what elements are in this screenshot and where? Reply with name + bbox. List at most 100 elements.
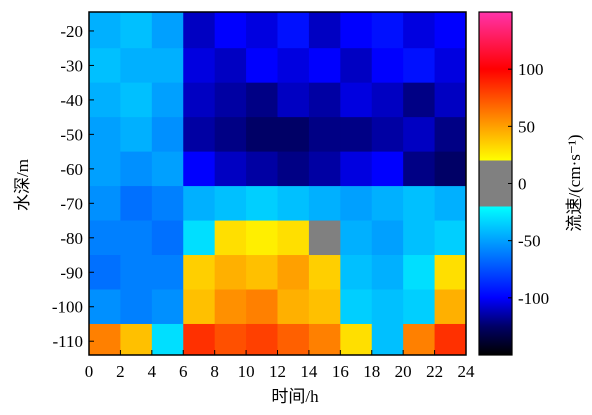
heat-cell — [152, 221, 184, 256]
heat-cell — [246, 324, 278, 356]
heat-cell — [120, 221, 152, 256]
heat-cell — [403, 48, 435, 83]
heat-cell — [278, 48, 310, 83]
heat-cell — [215, 48, 247, 83]
heat-cell — [120, 186, 152, 221]
heat-cell — [278, 255, 310, 290]
heat-cell — [340, 290, 372, 325]
y-tick-label: -20 — [60, 22, 83, 41]
x-tick-label: 10 — [238, 362, 255, 381]
heat-cell — [309, 12, 341, 49]
heat-cell — [215, 255, 247, 290]
heat-cell — [435, 255, 467, 290]
heat-cell — [246, 186, 278, 221]
heat-cell — [309, 186, 341, 221]
x-tick-label: 16 — [332, 362, 349, 381]
heat-cell — [152, 255, 184, 290]
heat-cell — [403, 221, 435, 256]
heat-cell — [120, 12, 152, 49]
heat-cell — [372, 186, 404, 221]
heat-cell — [340, 221, 372, 256]
y-tick-label: -40 — [60, 91, 83, 110]
heat-cell — [403, 255, 435, 290]
heat-cell — [246, 12, 278, 49]
colorbar-tick-label: 100 — [518, 60, 544, 79]
heat-cell — [403, 324, 435, 356]
heat-cell — [183, 48, 215, 83]
heat-cell — [372, 117, 404, 152]
heat-cell — [309, 83, 341, 118]
heat-cell — [215, 83, 247, 118]
heat-cell — [309, 290, 341, 325]
colorbar-tick-label: 0 — [518, 175, 527, 194]
heat-cell — [403, 152, 435, 187]
heat-cell — [309, 324, 341, 356]
heat-cell — [435, 186, 467, 221]
heat-cell — [152, 83, 184, 118]
heat-cell — [403, 290, 435, 325]
heat-cell — [435, 83, 467, 118]
heat-cell — [152, 152, 184, 187]
colorbar-tick-label: -100 — [518, 289, 549, 308]
y-tick-label: -90 — [60, 263, 83, 282]
colorbar-tick-label: -50 — [518, 232, 541, 251]
x-tick-label: 6 — [179, 362, 188, 381]
heat-cell — [215, 290, 247, 325]
heat-cell — [278, 290, 310, 325]
x-tick-label: 22 — [426, 362, 443, 381]
heat-cell — [246, 221, 278, 256]
x-tick-label: 20 — [395, 362, 412, 381]
heat-cell — [120, 83, 152, 118]
heat-cell — [278, 152, 310, 187]
heat-cell — [152, 48, 184, 83]
heat-cell — [278, 221, 310, 256]
heat-cell — [183, 324, 215, 356]
heat-cell — [435, 324, 467, 356]
heat-cell — [89, 324, 121, 356]
x-tick-label: 2 — [116, 362, 125, 381]
heat-cell — [120, 290, 152, 325]
heat-cell — [120, 152, 152, 187]
colorbar-tick-label: 50 — [518, 117, 535, 136]
heat-cell — [340, 12, 372, 49]
heat-cell — [120, 48, 152, 83]
x-tick-label: 12 — [269, 362, 286, 381]
heat-cell — [435, 290, 467, 325]
y-tick-label: -80 — [60, 229, 83, 248]
heat-cell — [120, 255, 152, 290]
heat-cell — [435, 152, 467, 187]
heat-cell — [215, 12, 247, 49]
heat-cell — [309, 255, 341, 290]
heat-cell — [309, 221, 341, 256]
heat-cell — [215, 117, 247, 152]
x-tick-label: 4 — [148, 362, 157, 381]
heat-cell — [215, 186, 247, 221]
heat-cell — [246, 255, 278, 290]
heat-cell — [372, 152, 404, 187]
heat-cell — [278, 324, 310, 356]
heat-cell — [152, 117, 184, 152]
heat-cell — [403, 12, 435, 49]
heat-cell — [215, 221, 247, 256]
heat-cell — [372, 83, 404, 118]
heat-cell — [278, 83, 310, 118]
heat-cell — [340, 324, 372, 356]
heat-cell — [246, 83, 278, 118]
x-axis-label: 时间/h — [271, 387, 319, 406]
heat-cell — [246, 117, 278, 152]
heat-cell — [183, 255, 215, 290]
heat-cell — [246, 48, 278, 83]
y-tick-label: -100 — [52, 298, 83, 317]
y-tick-label: -60 — [60, 160, 83, 179]
heat-cell — [309, 48, 341, 83]
heat-cell — [183, 221, 215, 256]
heat-cell — [340, 83, 372, 118]
heat-cell — [183, 186, 215, 221]
heat-cell — [215, 324, 247, 356]
heat-cell — [120, 324, 152, 356]
heat-cell — [372, 290, 404, 325]
heat-cell — [403, 186, 435, 221]
heat-cell — [152, 324, 184, 356]
heat-cell — [152, 290, 184, 325]
heat-cell — [183, 117, 215, 152]
